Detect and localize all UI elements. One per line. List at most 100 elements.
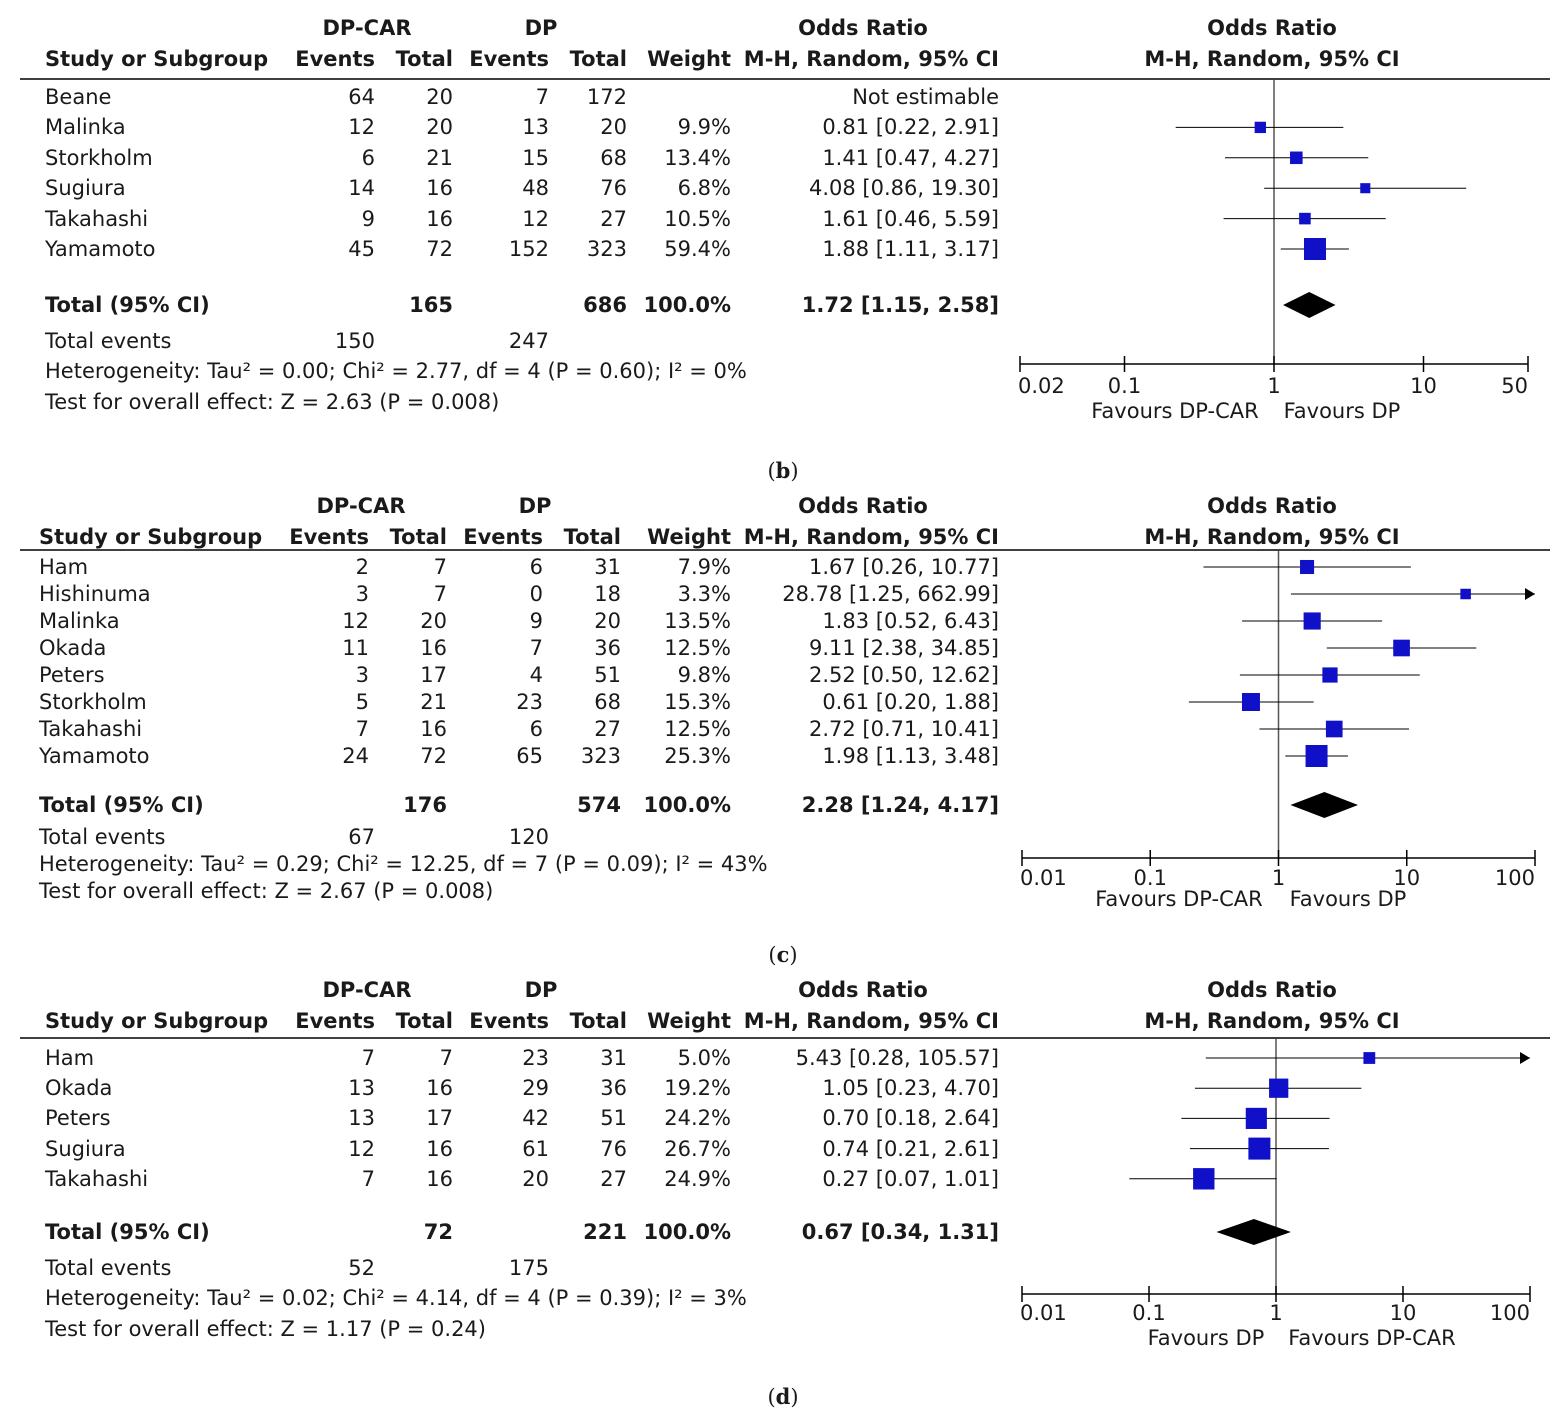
overall-effect: Test for overall effect: Z = 1.17 (P = 0… — [45, 1317, 486, 1341]
ctl-events: 6 — [529, 717, 543, 741]
weight-value: 5.0% — [677, 1046, 731, 1070]
ctl-events: 61 — [522, 1136, 549, 1161]
x-tick-label: 100 — [1495, 866, 1535, 890]
ctl-total: 36 — [594, 636, 621, 660]
heterogeneity: Heterogeneity: Tau² = 0.02; Chi² = 4.14,… — [45, 1286, 747, 1310]
ctl-events: 7 — [535, 85, 549, 109]
study-marker — [1254, 121, 1266, 134]
ctl-events: 12 — [522, 206, 549, 231]
total-events-ctl: 247 — [508, 329, 549, 353]
odds-ratio-ci: 1.88 [1.11, 3.17] — [822, 237, 999, 261]
header-ctl-group: DP — [524, 978, 558, 1002]
overall-effect: Test for overall effect: Z = 2.63 (P = 0… — [45, 390, 500, 414]
header-ctl-group: DP — [524, 16, 558, 40]
exp-total: 21 — [426, 145, 453, 170]
exp-events: 11 — [342, 636, 369, 660]
exp-total: 16 — [426, 176, 453, 201]
study-marker — [1245, 1107, 1267, 1129]
total-ci: 0.67 [0.34, 1.31] — [801, 1220, 999, 1244]
ctl-total: 51 — [600, 1106, 627, 1131]
total-events-exp: 150 — [334, 329, 375, 353]
study-marker — [1299, 212, 1311, 225]
weight-value: 26.7% — [664, 1136, 731, 1161]
ctl-total: 51 — [594, 663, 621, 687]
odds-ratio-ci: 5.43 [0.28, 105.57] — [795, 1046, 999, 1070]
exp-events: 24 — [342, 744, 369, 768]
total-events-exp: 52 — [348, 1256, 375, 1280]
study-name: Hishinuma — [39, 582, 151, 606]
plot-header-title: Odds Ratio — [1207, 978, 1337, 1002]
total-ctl: 686 — [583, 293, 627, 317]
weight-value: 7.9% — [677, 555, 731, 579]
exp-total: 7 — [433, 555, 447, 579]
ctl-total: 68 — [594, 690, 621, 714]
plot-header-method: M-H, Random, 95% CI — [1144, 1009, 1400, 1033]
exp-events: 64 — [348, 85, 375, 109]
panel-caption: (d) — [767, 1384, 799, 1409]
ctl-total: 20 — [594, 609, 621, 633]
x-tick-label: 0.01 — [1020, 866, 1067, 890]
ctl-events: 42 — [522, 1106, 549, 1131]
study-marker — [1303, 238, 1326, 260]
weight-value: 12.5% — [664, 717, 731, 741]
ctl-total: 323 — [586, 237, 627, 261]
pooled-diamond — [1216, 1219, 1291, 1245]
x-tick-label: 0.02 — [1018, 374, 1065, 398]
study-marker — [1325, 720, 1343, 738]
pooled-diamond — [1283, 292, 1336, 318]
header-study: Study or Subgroup — [45, 47, 269, 71]
total-events-ctl: 175 — [508, 1256, 549, 1280]
odds-ratio-ci: 9.11 [2.38, 34.85] — [808, 636, 999, 660]
header-weight: Weight — [647, 525, 731, 549]
total-ci: 2.28 [1.24, 4.17] — [801, 793, 999, 817]
favours-right: Favours DP — [1289, 887, 1407, 911]
study-marker — [1360, 183, 1371, 194]
x-tick-label: 1 — [1267, 374, 1280, 398]
study-marker — [1305, 745, 1328, 767]
exp-total: 16 — [426, 1136, 453, 1161]
total-ctl: 221 — [583, 1220, 627, 1244]
study-marker — [1300, 559, 1315, 575]
exp-events: 5 — [355, 690, 369, 714]
overall-effect: Test for overall effect: Z = 2.67 (P = 0… — [39, 879, 494, 903]
odds-ratio-ci: 1.61 [0.46, 5.59] — [822, 206, 999, 231]
ctl-events: 15 — [522, 145, 549, 170]
total-events-ctl: 120 — [508, 825, 549, 849]
odds-ratio-ci: 2.72 [0.71, 10.41] — [808, 717, 999, 741]
exp-total: 7 — [433, 582, 447, 606]
header-exp-group: DP-CAR — [322, 978, 412, 1002]
header-odds-ratio: Odds Ratio — [798, 978, 928, 1002]
favours-left: Favours DP-CAR — [1091, 399, 1259, 423]
study-name: Takahashi — [45, 206, 149, 231]
ctl-total: 27 — [594, 717, 621, 741]
total-events-label: Total events — [45, 1256, 172, 1280]
plot-header-method: M-H, Random, 95% CI — [1144, 47, 1400, 71]
exp-events: 14 — [348, 176, 375, 201]
ctl-total: 31 — [600, 1046, 627, 1070]
weight-value: 9.9% — [677, 115, 731, 140]
header-study: Study or Subgroup — [39, 525, 263, 549]
ctl-total: 323 — [580, 744, 621, 768]
total-label: Total (95% CI) — [45, 1220, 210, 1244]
study-marker — [1322, 667, 1338, 683]
total-exp: 72 — [423, 1220, 453, 1244]
exp-total: 20 — [420, 609, 447, 633]
ctl-total: 68 — [600, 145, 627, 170]
exp-total: 72 — [420, 744, 447, 768]
study-marker — [1248, 1137, 1271, 1160]
ci-overflow-arrow — [1525, 588, 1535, 600]
ctl-total: 18 — [594, 582, 621, 606]
study-marker — [1269, 1078, 1289, 1098]
panel-caption: (b) — [767, 458, 799, 483]
study-name: Ham — [45, 1046, 95, 1070]
exp-total: 16 — [420, 717, 447, 741]
ctl-total: 27 — [600, 1166, 627, 1191]
header-ctl-total: Total — [563, 525, 621, 549]
x-tick-label: 1 — [1272, 866, 1285, 890]
total-ci: 1.72 [1.15, 2.58] — [801, 293, 999, 317]
plot-header-method: M-H, Random, 95% CI — [1144, 525, 1400, 549]
exp-events: 12 — [342, 609, 369, 633]
panel-caption-letter: d — [775, 1384, 791, 1409]
odds-ratio-ci: 28.78 [1.25, 662.99] — [782, 582, 999, 606]
exp-events: 2 — [355, 555, 369, 579]
